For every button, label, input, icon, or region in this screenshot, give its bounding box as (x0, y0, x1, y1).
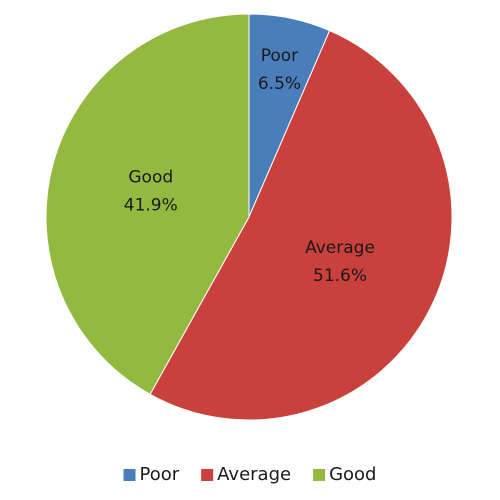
legend-swatch (123, 469, 136, 481)
slice-value-label: 41.9% (124, 195, 178, 215)
slice-value-label: 6.5% (258, 74, 301, 94)
legend-swatch (201, 469, 214, 481)
slice-category-label: Average (305, 238, 375, 258)
legend-label: Average (217, 464, 291, 485)
pie-slice (149, 30, 453, 421)
slice-value-label: 51.6% (313, 266, 367, 286)
legend-label: Poor (140, 464, 180, 485)
legend-label: Good (329, 464, 376, 485)
slice-category-label: Poor (261, 46, 298, 66)
legend-swatch (313, 469, 326, 481)
pie-slice (45, 13, 250, 395)
slice-category-label: Good (128, 167, 173, 187)
legend: Poor Average Good (123, 464, 376, 485)
